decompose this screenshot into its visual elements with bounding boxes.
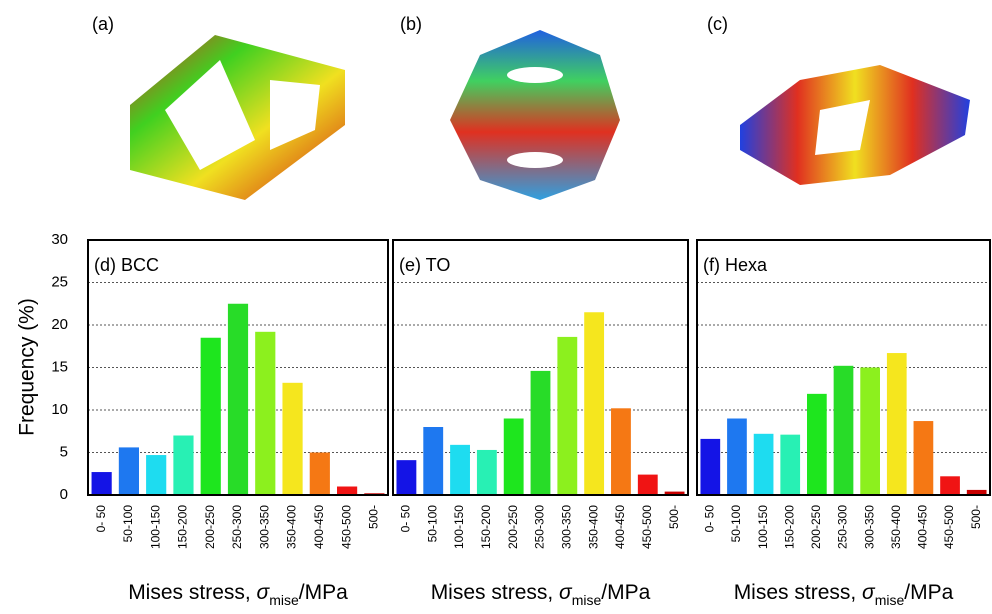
panel-title: (e) TO xyxy=(399,255,450,275)
bar xyxy=(450,445,470,495)
x-tick-label: 300-350 xyxy=(862,505,876,549)
x-tick-label: 450-500 xyxy=(339,505,353,549)
x-tick-label: 200-250 xyxy=(203,505,217,549)
x-axis-label-part: Mises stress, xyxy=(734,581,862,604)
y-tick-label: 0 xyxy=(60,486,68,503)
y-tick-label: 20 xyxy=(51,316,68,333)
x-tick-label: 150-200 xyxy=(782,505,796,549)
x-tick-label: 100-150 xyxy=(756,505,770,549)
bar xyxy=(860,368,880,496)
y-axis-label: Frequency (%) xyxy=(16,298,39,436)
bar xyxy=(477,450,497,495)
bar xyxy=(754,434,774,495)
y-tick-label: 15 xyxy=(51,358,68,375)
x-tick-label: 250-300 xyxy=(230,505,244,549)
bar xyxy=(504,419,524,496)
x-tick-label: 450-500 xyxy=(640,505,654,549)
x-tick-label: 50-100 xyxy=(729,505,743,543)
x-tick-label: 0- 50 xyxy=(702,505,716,533)
bar xyxy=(92,472,112,495)
bar xyxy=(228,304,248,495)
lattice-image-c xyxy=(740,65,970,185)
bar xyxy=(337,487,357,496)
bar xyxy=(807,394,827,495)
bar xyxy=(173,436,193,496)
x-axis-label: Mises stress, σmise/MPa xyxy=(128,581,348,608)
x-tick-label: 100-150 xyxy=(452,505,466,549)
y-tick-label: 5 xyxy=(60,443,68,460)
x-tick-label: 300-350 xyxy=(257,505,271,549)
x-tick-label: 500- xyxy=(367,505,381,529)
bar xyxy=(557,337,577,495)
x-tick-label: 350-400 xyxy=(586,505,600,549)
x-tick-label: 350-400 xyxy=(889,505,903,549)
bar xyxy=(584,312,604,495)
y-tick-label: 10 xyxy=(51,401,68,418)
bar xyxy=(780,435,800,495)
x-tick-label: 0- 50 xyxy=(94,505,108,533)
x-axis-label-part: /MPa xyxy=(601,581,650,604)
x-tick-label: 500- xyxy=(969,505,983,529)
x-axis-label-part: /MPa xyxy=(299,581,348,604)
x-tick-label: 50-100 xyxy=(121,505,135,543)
bar xyxy=(396,460,416,495)
x-tick-label: 400-450 xyxy=(312,505,326,549)
x-tick-label: 300-350 xyxy=(559,505,573,549)
lattice-image-a xyxy=(130,35,345,200)
x-axis-label-part: Mises stress, xyxy=(431,581,559,604)
figure-label: (b) xyxy=(400,14,422,34)
bar xyxy=(940,476,960,495)
bar xyxy=(887,353,907,495)
x-axis-label-part: mise xyxy=(875,592,905,608)
bar xyxy=(611,408,631,495)
y-tick-label: 25 xyxy=(51,273,68,290)
panel-title: (d) BCC xyxy=(94,255,159,275)
bar xyxy=(310,453,330,496)
bar xyxy=(531,371,551,495)
x-axis-label-part: mise xyxy=(269,592,299,608)
figure-label: (a) xyxy=(92,14,114,34)
y-tick-label: 30 xyxy=(51,231,68,248)
bar xyxy=(727,419,747,496)
x-tick-label: 50-100 xyxy=(425,505,439,543)
panel-title: (f) Hexa xyxy=(703,255,768,275)
x-tick-label: 200-250 xyxy=(809,505,823,549)
x-axis-label: Mises stress, σmise/MPa xyxy=(734,581,954,608)
bar xyxy=(146,455,166,495)
x-tick-label: 450-500 xyxy=(942,505,956,549)
bar xyxy=(423,427,443,495)
bar xyxy=(282,383,302,495)
bar xyxy=(255,332,275,495)
x-tick-label: 350-400 xyxy=(285,505,299,549)
x-tick-label: 150-200 xyxy=(479,505,493,549)
figure-label: (c) xyxy=(707,14,728,34)
x-tick-label: 0- 50 xyxy=(399,505,413,533)
x-tick-label: 500- xyxy=(667,505,681,529)
x-tick-label: 400-450 xyxy=(916,505,930,549)
x-tick-label: 200-250 xyxy=(506,505,520,549)
x-axis-label: Mises stress, σmise/MPa xyxy=(431,581,651,608)
x-axis-label-part: Mises stress, xyxy=(128,581,256,604)
figure: (a) (b) (c) 0 5 10 15 20 25 30 0- 50 50-100 100-1… xyxy=(0,0,992,609)
x-tick-label: 100-150 xyxy=(148,505,162,549)
x-axis-label-part: /MPa xyxy=(904,581,953,604)
bar xyxy=(834,366,854,495)
x-tick-label: 250-300 xyxy=(836,505,850,549)
bar xyxy=(638,475,658,495)
bar xyxy=(700,439,720,495)
x-tick-label: 400-450 xyxy=(613,505,627,549)
lattice-image-b xyxy=(450,30,620,200)
bar xyxy=(119,447,139,495)
x-axis-label-part: mise xyxy=(572,592,602,608)
bar xyxy=(914,421,934,495)
x-tick-label: 150-200 xyxy=(176,505,190,549)
x-tick-label: 250-300 xyxy=(533,505,547,549)
bar xyxy=(201,338,221,495)
